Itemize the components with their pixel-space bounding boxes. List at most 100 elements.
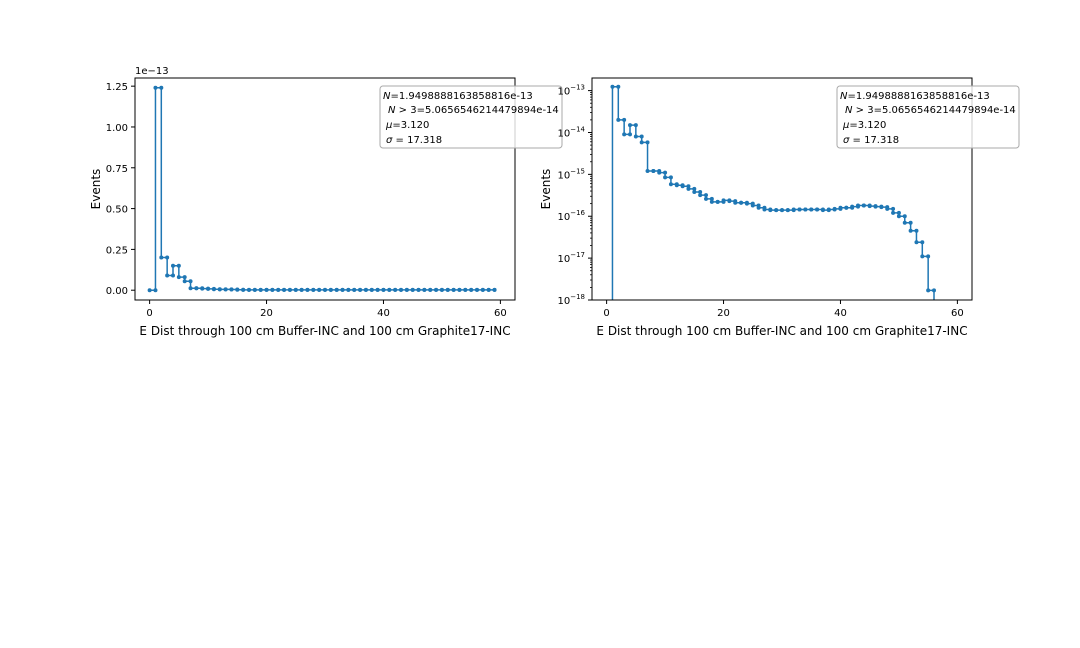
data-point: [616, 117, 621, 122]
data-point: [404, 287, 409, 292]
data-point: [276, 287, 281, 292]
data-point: [387, 287, 392, 292]
data-point: [188, 279, 193, 284]
data-point: [194, 286, 199, 291]
data-point: [867, 204, 872, 209]
data-point: [171, 263, 175, 268]
data-point: [311, 287, 316, 292]
data-point: [686, 186, 691, 191]
data-point: [633, 134, 638, 139]
data-point: [633, 123, 638, 128]
data-point: [217, 287, 222, 292]
y-axis-label-linear: Events: [89, 169, 103, 210]
data-point: [709, 199, 714, 204]
data-point: [645, 169, 650, 174]
data-point: [914, 228, 919, 233]
x-axis-linear: 0 20 40 60: [146, 300, 507, 319]
data-point: [926, 288, 931, 293]
data-point: [645, 140, 650, 145]
data-point: [856, 203, 860, 208]
data-point: [469, 287, 474, 292]
y-tick-label: 0.00: [106, 286, 128, 297]
data-point: [293, 287, 298, 292]
stats-legend-linear: N=1.9498888163858816e-13 N > 3=5.0656546…: [379, 85, 563, 149]
data-point: [282, 287, 287, 292]
x-tick-label: 0: [146, 308, 152, 319]
data-point: [663, 175, 668, 180]
y-axis-log: 10−18 10−17 10−16 10−15 10−14 10−13: [557, 84, 592, 307]
data-point: [416, 287, 421, 292]
data-point: [815, 207, 820, 212]
data-point: [223, 287, 228, 292]
data-point: [704, 196, 708, 201]
data-point: [663, 170, 668, 175]
data-point: [480, 287, 485, 292]
data-point: [721, 198, 726, 203]
data-point: [838, 205, 843, 210]
data-point: [375, 287, 380, 292]
data-point: [434, 287, 439, 292]
data-point: [896, 214, 901, 219]
chart-log: 0 20 40 60 10−18 10−17 10−16 10−15 10−14 10−13 E…: [539, 77, 1020, 338]
data-point: [826, 207, 831, 212]
data-point: [744, 201, 749, 206]
axes-frame-linear: [134, 77, 516, 301]
y-tick-label: 0.50: [106, 205, 128, 216]
data-point: [287, 287, 292, 292]
data-point: [885, 206, 890, 211]
data-point: [774, 208, 779, 213]
data-point: [879, 205, 884, 210]
y-tick-label: 10−13: [557, 84, 585, 98]
data-point: [908, 220, 913, 225]
data-point: [159, 85, 164, 90]
data-point: [668, 182, 673, 187]
data-point: [323, 287, 327, 292]
data-point: [258, 287, 263, 292]
stats-line-n-gt-3: N > 3=5.0656546214479894e-14: [388, 105, 559, 116]
data-point: [797, 207, 802, 212]
x-tick-label: 20: [717, 308, 730, 319]
data-point: [153, 288, 158, 293]
data-point: [622, 117, 627, 122]
data-point: [750, 203, 755, 208]
stats-line-n: N=1.9498888163858816e-13: [840, 91, 990, 102]
data-point: [756, 205, 761, 210]
data-point: [850, 204, 855, 209]
data-point: [762, 207, 767, 212]
x-tick-label: 60: [494, 308, 507, 319]
y-axis-label-log: Events: [539, 169, 553, 210]
axes-frame-log: [591, 77, 973, 301]
data-point: [358, 287, 363, 292]
x-tick-label: 60: [951, 308, 964, 319]
y-axis-linear: 0.00 0.25 0.50 0.75 1.00 1.25: [106, 82, 135, 297]
data-point: [188, 286, 193, 291]
data-point: [486, 287, 491, 292]
x-axis-log: 0 20 40 60: [603, 300, 964, 319]
data-point: [340, 287, 345, 292]
y-tick-label: 10−14: [557, 125, 585, 139]
data-point: [704, 193, 708, 198]
data-point: [709, 196, 714, 201]
data-point: [159, 255, 164, 260]
stats-line-n-gt-3: N > 3=5.0656546214479894e-14: [845, 105, 1016, 116]
data-point: [639, 134, 644, 139]
data-point: [920, 240, 925, 245]
data-point: [264, 287, 269, 292]
y-tick-label: 10−17: [557, 251, 585, 265]
data-point: [211, 287, 216, 292]
data-point: [674, 183, 679, 188]
data-point: [270, 287, 275, 292]
data-point: [832, 206, 837, 211]
data-point: [451, 287, 456, 292]
plot-area-linear: [147, 85, 497, 293]
data-point: [381, 287, 386, 292]
data-point: [932, 288, 936, 293]
data-point: [200, 286, 205, 291]
data-point: [445, 287, 450, 292]
data-point: [422, 287, 427, 292]
data-point: [346, 287, 351, 292]
x-axis-label-log: E Dist through 100 cm Buffer-INC and 100…: [596, 324, 967, 338]
data-point: [492, 287, 497, 292]
data-point: [439, 287, 444, 292]
